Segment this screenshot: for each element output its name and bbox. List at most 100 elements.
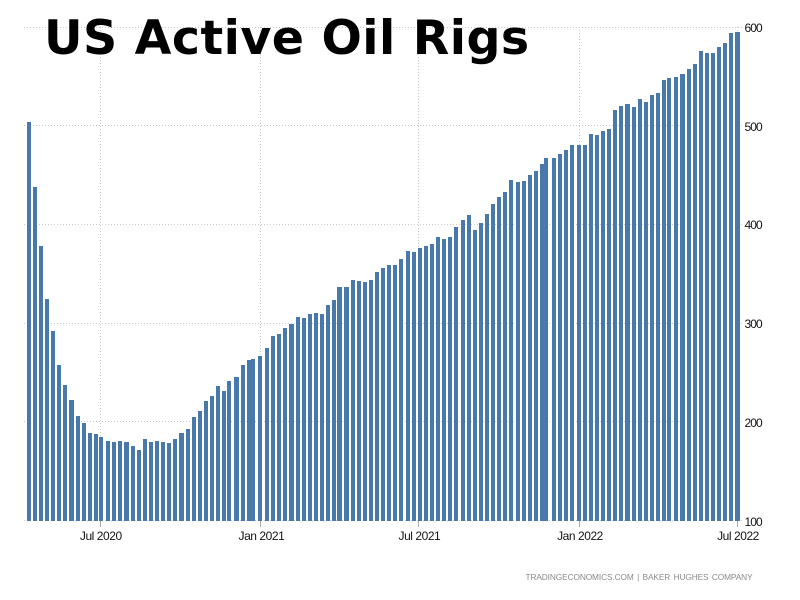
rig-count-bar[interactable]: [637, 99, 642, 521]
rig-count-bar[interactable]: [57, 364, 62, 521]
rig-count-bar[interactable]: [576, 145, 581, 521]
rig-count-bar[interactable]: [271, 336, 276, 521]
rig-count-bar[interactable]: [161, 441, 166, 521]
rig-count-bar[interactable]: [130, 445, 135, 521]
rig-count-bar[interactable]: [674, 77, 679, 521]
rig-count-bar[interactable]: [93, 433, 98, 521]
rig-count-bar[interactable]: [387, 264, 392, 521]
rig-count-bar[interactable]: [332, 299, 337, 521]
rig-count-bar[interactable]: [564, 150, 569, 521]
rig-count-bar[interactable]: [544, 158, 549, 521]
rig-count-bar[interactable]: [326, 305, 331, 521]
rig-count-bar[interactable]: [257, 355, 263, 521]
rig-count-bar[interactable]: [197, 411, 202, 521]
rig-count-bar[interactable]: [240, 364, 245, 521]
rig-count-bar[interactable]: [680, 74, 685, 521]
rig-count-bar[interactable]: [460, 219, 465, 521]
rig-count-bar[interactable]: [148, 441, 153, 521]
rig-count-bar[interactable]: [625, 104, 630, 521]
rig-count-bar[interactable]: [51, 331, 56, 521]
rig-count-bar[interactable]: [613, 109, 618, 521]
rig-count-bar[interactable]: [319, 314, 325, 521]
rig-count-bar[interactable]: [234, 376, 239, 521]
rig-count-bar[interactable]: [142, 438, 147, 521]
rig-count-bar[interactable]: [423, 246, 428, 521]
rig-count-bar[interactable]: [118, 440, 123, 521]
rig-count-bar[interactable]: [87, 432, 92, 521]
rig-count-bar[interactable]: [301, 318, 306, 521]
rig-count-bar[interactable]: [344, 286, 349, 521]
rig-count-bar[interactable]: [631, 106, 636, 521]
rig-count-bar[interactable]: [209, 396, 215, 521]
rig-count-bar[interactable]: [662, 80, 667, 521]
rig-count-bar[interactable]: [491, 203, 496, 521]
rig-count-bar[interactable]: [356, 280, 361, 521]
rig-count-bar[interactable]: [619, 105, 624, 521]
rig-count-bar[interactable]: [251, 358, 256, 521]
rig-count-bar[interactable]: [472, 230, 477, 521]
rig-count-bar[interactable]: [478, 223, 483, 521]
rig-count-bar[interactable]: [411, 252, 416, 521]
rig-count-bar[interactable]: [179, 432, 184, 521]
rig-count-bar[interactable]: [381, 267, 386, 521]
rig-count-bar[interactable]: [283, 328, 288, 521]
rig-count-bar[interactable]: [711, 52, 716, 521]
rig-count-bar[interactable]: [497, 196, 502, 521]
rig-count-bar[interactable]: [337, 286, 342, 521]
rig-count-bar[interactable]: [399, 259, 404, 521]
rig-count-bar[interactable]: [368, 279, 373, 521]
rig-count-bar[interactable]: [698, 50, 703, 521]
rig-count-bar[interactable]: [539, 164, 545, 521]
rig-count-bar[interactable]: [191, 417, 196, 521]
rig-count-bar[interactable]: [569, 145, 574, 521]
rig-count-bar[interactable]: [649, 95, 655, 521]
rig-count-bar[interactable]: [515, 182, 520, 521]
rig-count-bar[interactable]: [374, 271, 380, 521]
rig-count-bar[interactable]: [173, 438, 178, 521]
rig-count-bar[interactable]: [75, 416, 80, 521]
rig-count-bar[interactable]: [466, 214, 471, 521]
rig-count-bar[interactable]: [503, 191, 508, 521]
rig-count-bar[interactable]: [643, 102, 648, 521]
rig-count-bar[interactable]: [222, 391, 227, 521]
rig-count-bar[interactable]: [313, 313, 318, 521]
rig-count-bar[interactable]: [350, 279, 355, 521]
rig-count-bar[interactable]: [69, 400, 74, 521]
rig-count-bar[interactable]: [436, 237, 441, 521]
rig-count-bar[interactable]: [729, 32, 734, 521]
rig-count-bar[interactable]: [106, 440, 111, 521]
rig-count-bar[interactable]: [203, 401, 208, 521]
rig-count-bar[interactable]: [99, 436, 104, 521]
rig-count-bar[interactable]: [521, 181, 526, 521]
rig-count-bar[interactable]: [429, 244, 435, 521]
rig-count-bar[interactable]: [582, 144, 587, 521]
rig-count-bar[interactable]: [38, 246, 43, 521]
rig-count-bar[interactable]: [405, 251, 410, 521]
rig-count-bar[interactable]: [45, 298, 50, 521]
rig-count-bar[interactable]: [226, 381, 231, 521]
rig-count-bar[interactable]: [552, 158, 557, 521]
rig-count-bar[interactable]: [393, 264, 398, 521]
rig-count-bar[interactable]: [692, 63, 697, 521]
rig-count-bar[interactable]: [594, 134, 600, 521]
rig-count-bar[interactable]: [63, 385, 68, 521]
rig-count-bar[interactable]: [588, 133, 593, 521]
rig-count-bar[interactable]: [686, 69, 691, 521]
rig-count-bar[interactable]: [717, 46, 722, 521]
rig-count-bar[interactable]: [81, 422, 86, 521]
rig-count-bar[interactable]: [246, 359, 251, 521]
rig-count-bar[interactable]: [601, 130, 606, 521]
rig-count-bar[interactable]: [26, 121, 31, 521]
rig-count-bar[interactable]: [509, 180, 514, 521]
rig-count-bar[interactable]: [448, 237, 453, 521]
rig-count-bar[interactable]: [307, 314, 312, 521]
rig-count-bar[interactable]: [264, 347, 270, 521]
rig-count-bar[interactable]: [607, 128, 612, 521]
rig-count-bar[interactable]: [667, 78, 672, 521]
rig-count-bar[interactable]: [735, 31, 740, 521]
rig-count-bar[interactable]: [277, 334, 282, 521]
rig-count-bar[interactable]: [112, 441, 117, 521]
rig-count-bar[interactable]: [723, 42, 728, 521]
rig-count-bar[interactable]: [289, 324, 294, 521]
rig-count-bar[interactable]: [154, 440, 160, 521]
